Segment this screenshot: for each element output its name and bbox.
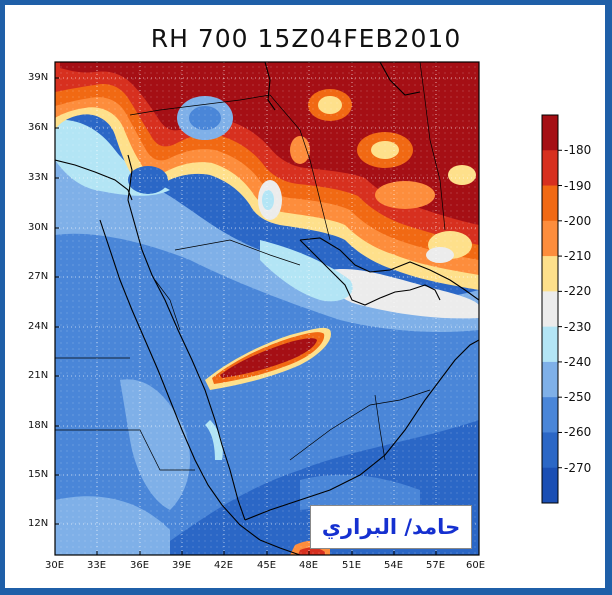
lon-label-45e: 45E — [257, 560, 277, 571]
colorbar-swatch — [542, 256, 558, 292]
lat-label-21n: 21N — [28, 370, 49, 381]
lon-label-36e: 36E — [130, 560, 150, 571]
colorbar-swatch — [542, 115, 558, 151]
lon-label-33e: 33E — [87, 560, 107, 571]
colorbar-label: -220 — [564, 284, 592, 299]
colorbar-border — [541, 114, 559, 504]
colorbar-label: -250 — [564, 390, 592, 405]
lat-label-27n: 27N — [28, 271, 49, 282]
lat-label-36n: 36N — [28, 122, 49, 133]
axis-ticks — [55, 77, 437, 555]
coastlines — [55, 62, 479, 555]
lat-label-33n: 33N — [28, 172, 49, 183]
lon-label-54e: 54E — [384, 560, 404, 571]
colorbar-swatch — [542, 467, 558, 504]
lat-label-18n: 18N — [28, 420, 49, 431]
colorbar-swatch — [542, 326, 558, 363]
political-borders — [55, 62, 446, 471]
lat-label-15n: 15N — [28, 469, 49, 480]
colorbar-swatch — [542, 185, 558, 222]
colorbar-label: -270 — [564, 460, 592, 475]
lon-label-51e: 51E — [342, 560, 362, 571]
colorbar-label: -200 — [564, 213, 592, 228]
colorbar-swatch — [542, 432, 558, 469]
colorbar — [541, 114, 562, 504]
colorbar-swatch — [542, 291, 558, 328]
colorbar-label: -210 — [564, 249, 592, 264]
lat-label-39n: 39N — [28, 72, 49, 83]
colorbar-swatch — [542, 361, 558, 398]
lon-label-57e: 57E — [426, 560, 446, 571]
colorbar-label: -190 — [564, 178, 592, 193]
colorbar-swatch — [542, 220, 558, 257]
colorbar-label: -240 — [564, 354, 592, 369]
colorbar-label: -260 — [564, 425, 592, 440]
lon-label-30e: 30E — [45, 560, 65, 571]
lon-label-39e: 39E — [172, 560, 192, 571]
lon-label-60e: 60E — [466, 560, 486, 571]
author-watermark: حامد/ البراري — [310, 505, 472, 549]
colorbar-swatch — [542, 397, 558, 433]
lat-label-12n: 12N — [28, 518, 49, 529]
lat-label-30n: 30N — [28, 222, 49, 233]
colorbar-label: -180 — [564, 143, 592, 158]
rh-field — [55, 62, 479, 555]
map-title: RH 700 15Z04FEB2010 — [150, 24, 462, 53]
lon-label-48e: 48E — [299, 560, 319, 571]
colorbar-swatch — [542, 150, 558, 187]
colorbar-label: -230 — [564, 319, 592, 334]
lon-label-42e: 42E — [214, 560, 234, 571]
lat-label-24n: 24N — [28, 321, 49, 332]
